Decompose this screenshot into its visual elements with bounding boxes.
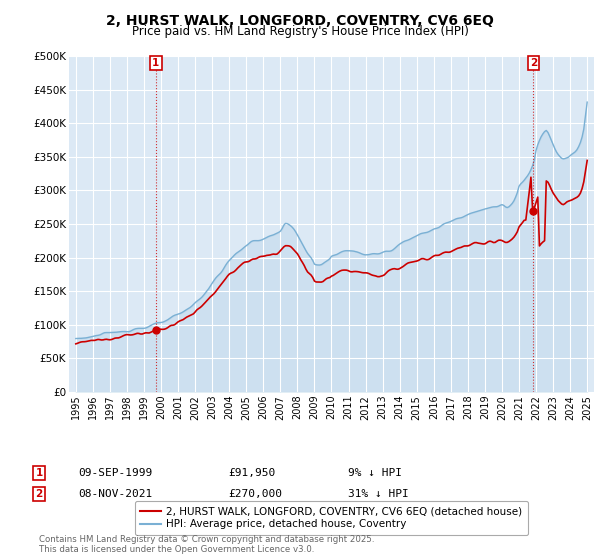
Text: £270,000: £270,000 [228,489,282,499]
Text: 2: 2 [35,489,43,499]
Text: 2: 2 [530,58,537,68]
Text: Price paid vs. HM Land Registry's House Price Index (HPI): Price paid vs. HM Land Registry's House … [131,25,469,38]
Text: 08-NOV-2021: 08-NOV-2021 [78,489,152,499]
Text: £91,950: £91,950 [228,468,275,478]
Text: Contains HM Land Registry data © Crown copyright and database right 2025.
This d: Contains HM Land Registry data © Crown c… [39,535,374,554]
Legend: 2, HURST WALK, LONGFORD, COVENTRY, CV6 6EQ (detached house), HPI: Average price,: 2, HURST WALK, LONGFORD, COVENTRY, CV6 6… [135,501,528,535]
Text: 31% ↓ HPI: 31% ↓ HPI [348,489,409,499]
Text: 09-SEP-1999: 09-SEP-1999 [78,468,152,478]
Text: 9% ↓ HPI: 9% ↓ HPI [348,468,402,478]
Text: 2, HURST WALK, LONGFORD, COVENTRY, CV6 6EQ: 2, HURST WALK, LONGFORD, COVENTRY, CV6 6… [106,14,494,28]
Text: 1: 1 [35,468,43,478]
Text: 1: 1 [152,58,160,68]
